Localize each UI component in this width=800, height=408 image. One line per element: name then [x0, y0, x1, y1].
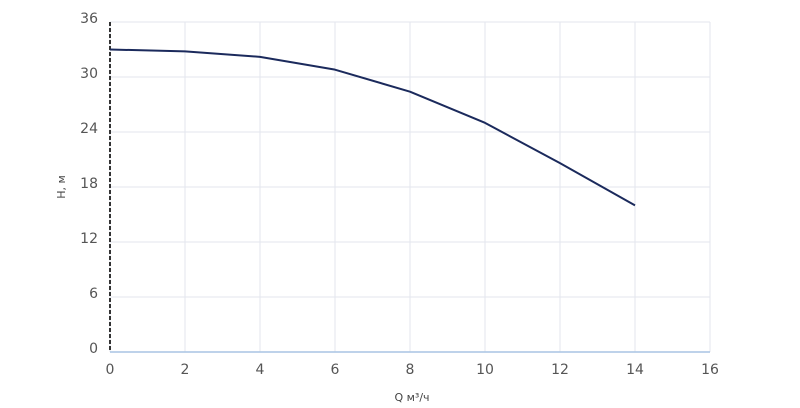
x-axis-label: Q м³/ч: [394, 391, 429, 404]
y-axis-label: H, м: [55, 175, 68, 199]
y-tick-label: 12: [80, 231, 98, 247]
y-tick-label: 18: [80, 176, 98, 192]
x-tick-label: 6: [331, 362, 340, 378]
x-tick-label: 0: [106, 362, 115, 378]
line: [109, 48, 636, 207]
x-tick-label: 8: [406, 362, 415, 378]
x-tick-label: 4: [256, 362, 265, 378]
y-tick-label: 24: [80, 121, 98, 137]
x-tick-label: 10: [476, 362, 494, 378]
y-tick-label: 0: [89, 341, 98, 357]
x-tick-label: 2: [181, 362, 190, 378]
x-tick-label: 16: [701, 362, 719, 378]
x-tick-label: 14: [626, 362, 644, 378]
y-tick-label: 30: [80, 66, 98, 82]
y-tick-label: 6: [89, 286, 98, 302]
y-tick-label: 36: [80, 11, 98, 27]
x-tick-label: 12: [551, 362, 569, 378]
